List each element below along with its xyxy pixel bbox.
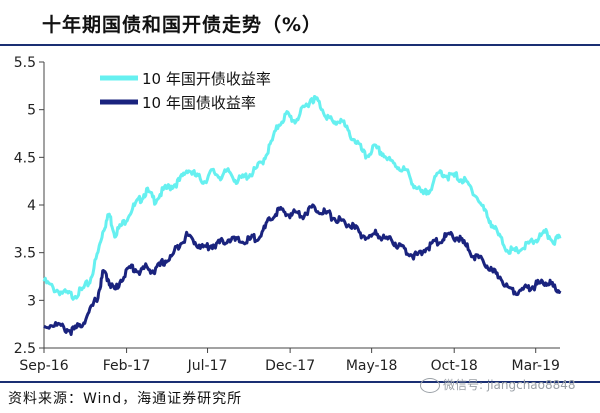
legend-label-2: 10 年国债收益率	[142, 94, 256, 112]
series-line-1	[42, 95, 562, 301]
y-tick-label: 5.5	[14, 55, 36, 71]
x-tick-label: Sep-16	[19, 358, 68, 374]
title-bar: 十年期国债和国开债走势（%）	[0, 0, 600, 46]
title-divider	[0, 44, 600, 46]
wechat-icon	[420, 378, 440, 393]
y-tick-label: 4.5	[14, 150, 36, 166]
x-tick-label: Jul-17	[187, 358, 228, 374]
y-tick-label: 2.5	[14, 341, 36, 357]
x-tick-label: Feb-17	[103, 358, 151, 374]
page-title: 十年期国债和国开债走势（%）	[42, 14, 323, 36]
source-divider	[0, 381, 600, 383]
y-tick-label: 3.5	[14, 246, 36, 262]
watermark-text: 微信号: jiangchao8848	[443, 378, 576, 392]
y-tick-label: 3	[27, 293, 36, 309]
series-line-2	[43, 203, 562, 336]
x-tick-label: Mar-19	[512, 358, 560, 374]
y-tick-label: 5	[27, 103, 36, 119]
x-tick-label: Dec-17	[265, 358, 315, 374]
x-tick-label: May-18	[346, 358, 398, 374]
y-tick-label: 4	[27, 198, 36, 214]
legend-label-1: 10 年国开债收益率	[142, 70, 271, 88]
watermark: 微信号: jiangchao8848	[420, 376, 576, 393]
source-note: 资料来源：Wind，海通证券研究所	[8, 391, 243, 407]
yield-line-chart: 2.5 3 3.5 4 4.5 5 5.5 Sep-16 Feb-17 Jul-17 Dec-17 M…	[14, 55, 562, 374]
x-tick-label: Oct-18	[431, 358, 478, 374]
